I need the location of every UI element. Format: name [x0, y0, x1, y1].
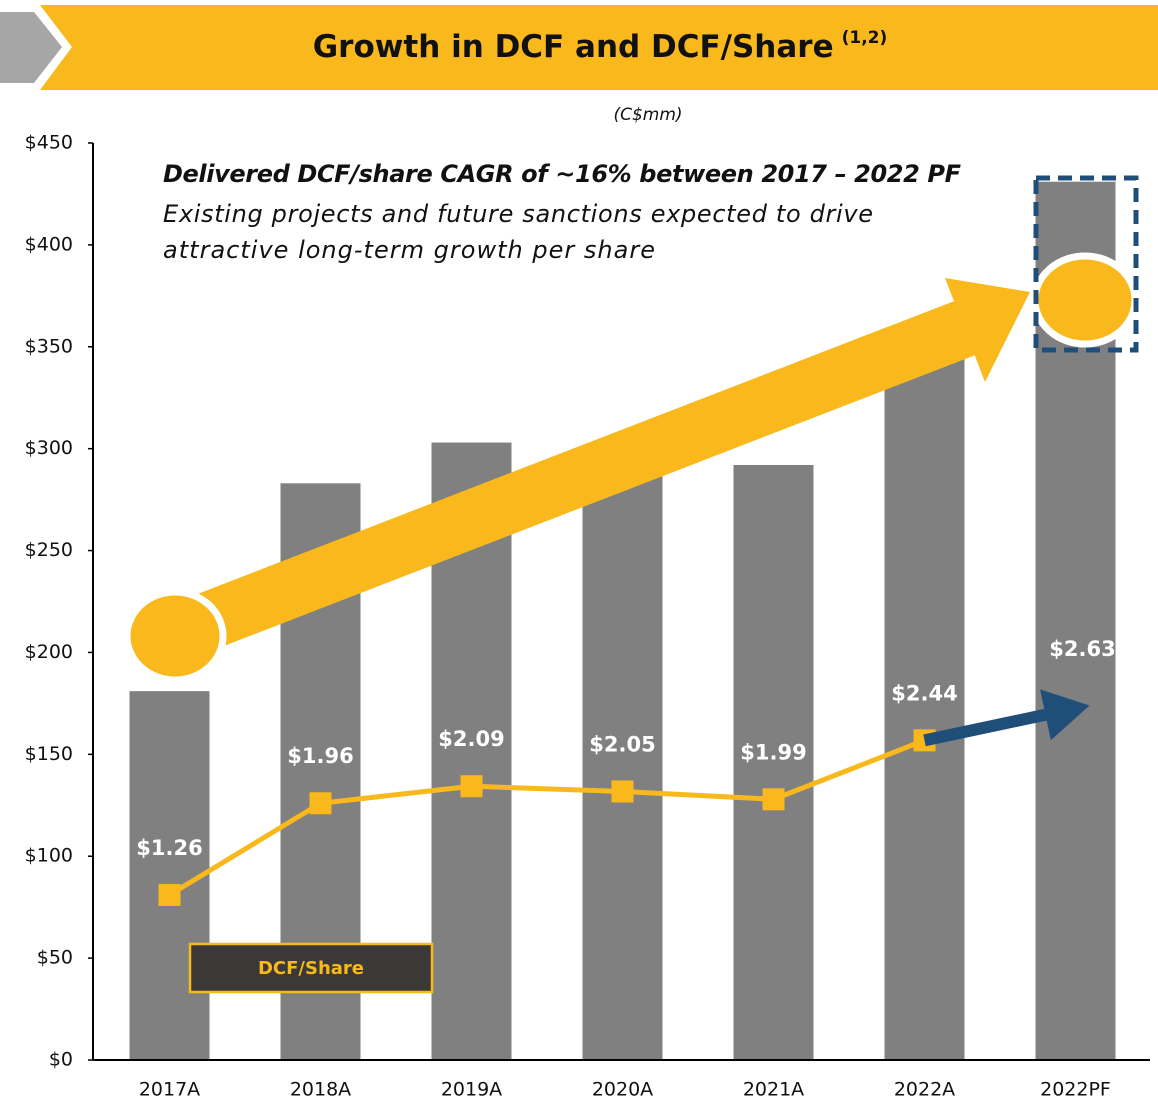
- y-tick-label: $200: [25, 641, 73, 663]
- dcf-share-marker: [309, 792, 332, 815]
- y-tick-label: $0: [49, 1049, 73, 1071]
- chevron: [0, 12, 62, 83]
- y-tick-label: $400: [25, 233, 73, 255]
- x-tick-label: 2020A: [592, 1079, 653, 1101]
- growth-arrow-head: [945, 278, 1030, 382]
- annotation: Existing projects and future sanctions e…: [163, 200, 873, 228]
- data-label: $2.44: [891, 681, 957, 705]
- growth-circle-start: [123, 588, 227, 684]
- x-tick-label: 2019A: [441, 1079, 502, 1101]
- x-tick-label: 2022A: [894, 1079, 955, 1101]
- y-tick-label: $250: [25, 539, 73, 561]
- legend-label: DCF/Share: [258, 958, 364, 979]
- title-note: (1,2): [842, 28, 888, 48]
- highlight-box: [1033, 175, 1139, 353]
- forecast-arrow: [1040, 689, 1090, 741]
- dcf-share-marker: [158, 883, 181, 906]
- bar: [733, 464, 814, 1061]
- y-tick-label: $350: [25, 335, 73, 357]
- bar: [582, 448, 663, 1061]
- dcf-share-marker: [611, 780, 634, 803]
- dcf-share-marker: [460, 775, 483, 798]
- x-tick-label: 2017A: [139, 1079, 200, 1101]
- legend-box: [188, 942, 434, 994]
- data-label: $2.63: [1049, 637, 1115, 661]
- y-tick-label: $150: [25, 743, 73, 765]
- subtitle: (C$mm): [613, 105, 682, 125]
- annotation: Delivered DCF/share CAGR of ~16% between…: [163, 160, 962, 188]
- data-label: $2.09: [438, 727, 504, 751]
- y-tick-label: $450: [25, 132, 73, 154]
- title-text: Growth in DCF and DCF/Share: [313, 29, 834, 65]
- data-label: $1.96: [287, 744, 353, 768]
- y-tick-label: $50: [37, 947, 73, 969]
- growth-circle-end: [1031, 252, 1139, 348]
- x-tick-label: 2018A: [290, 1079, 351, 1101]
- annotation: attractive long-term growth per share: [163, 236, 655, 264]
- chart-title: Growth in DCF and DCF/Share (1,2): [313, 28, 888, 65]
- x-tick-label: 2021A: [743, 1079, 804, 1101]
- bar: [129, 691, 210, 1060]
- y-tick-label: $300: [25, 437, 73, 459]
- forecast-arrow-shaft: [923, 708, 1047, 747]
- header-banner: [0, 5, 1158, 90]
- bar: [884, 332, 965, 1061]
- data-label: $1.26: [136, 836, 202, 860]
- data-label: $2.05: [589, 732, 655, 756]
- dcf-share-marker: [762, 788, 785, 811]
- data-label: $1.99: [740, 740, 806, 764]
- dcf-share-line: [168, 738, 926, 898]
- growth-arrow-shaft: [179, 300, 976, 656]
- x-tick-label: 2022PF: [1040, 1079, 1111, 1101]
- y-tick-label: $100: [25, 845, 73, 867]
